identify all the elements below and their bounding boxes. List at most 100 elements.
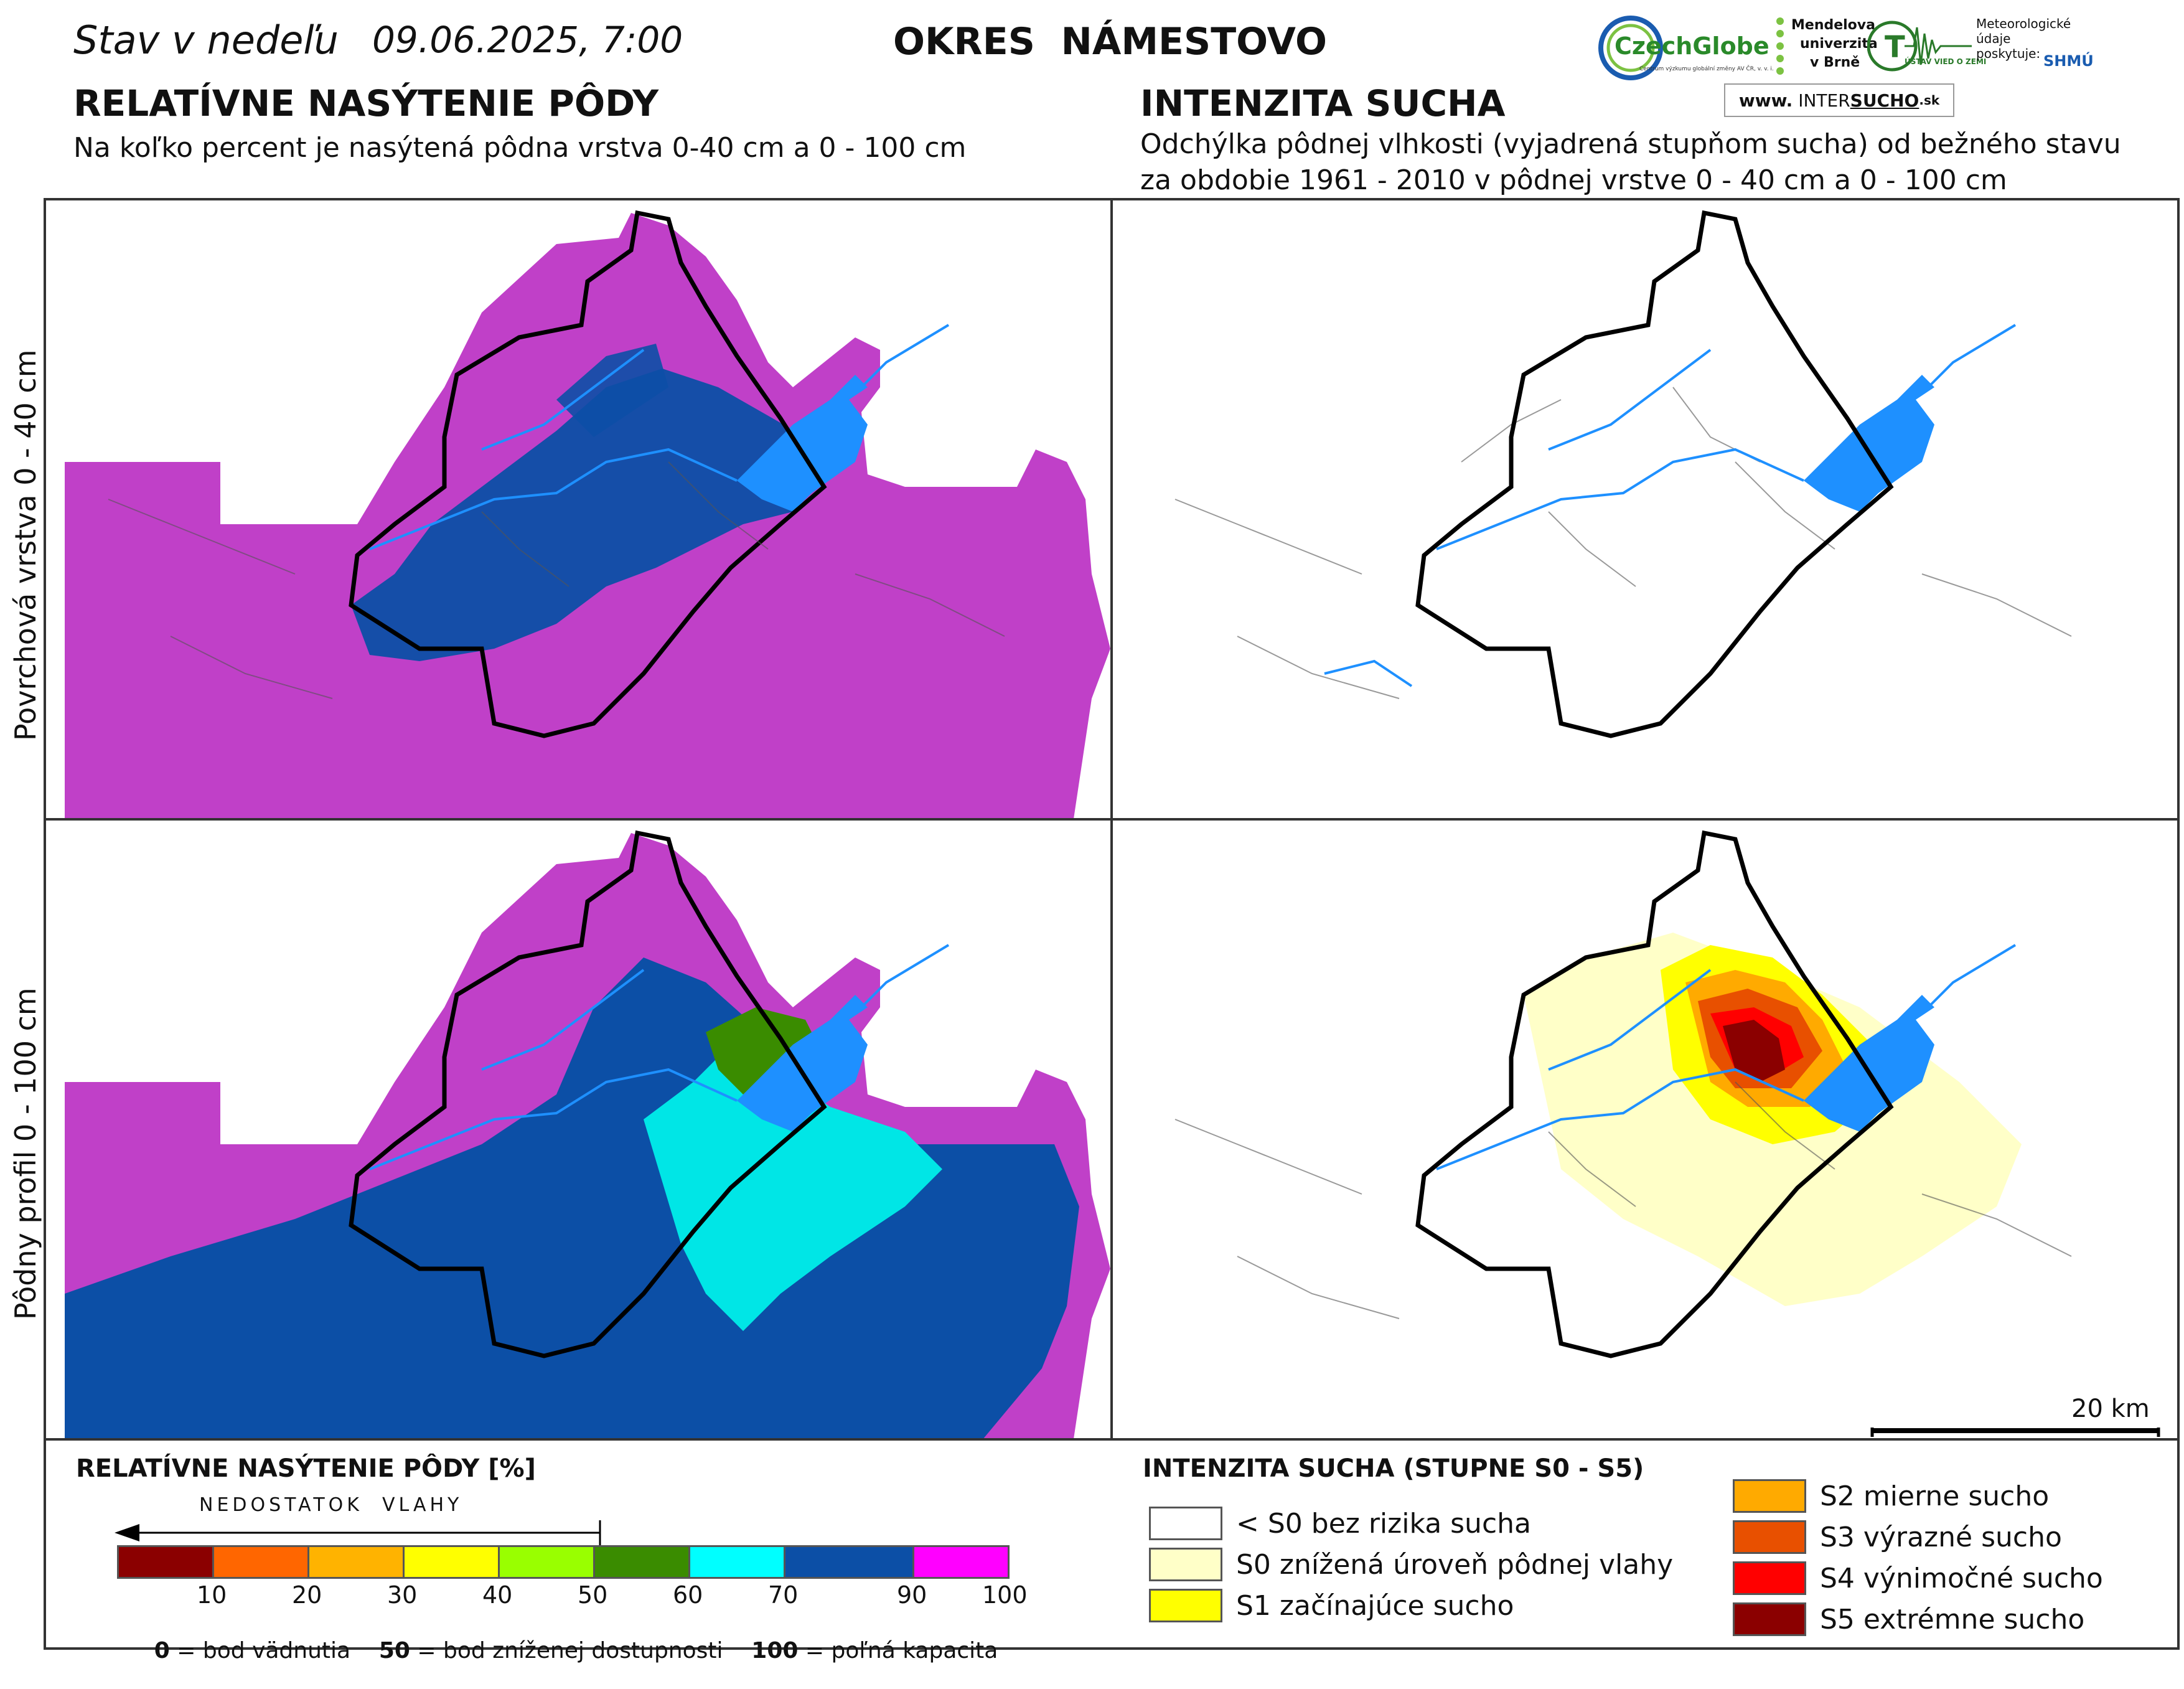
intersucho-logo: www. INTER SUCHO .sk	[1724, 83, 1954, 117]
municipal-borders	[108, 461, 1005, 699]
legend-label-s0: S0 znížená úroveň pôdnej vlahy	[1236, 1549, 1674, 1581]
czechglobe-logo-icon	[1598, 16, 1663, 80]
reservoir	[737, 375, 868, 512]
legend-swatch-90-100	[912, 1545, 1010, 1579]
legend-tick: 70	[768, 1581, 799, 1609]
legend-item-s1: S1 začínajúce sucho	[1149, 1589, 1709, 1625]
blue-patch	[351, 369, 818, 661]
map-drought-0-100: 20 km	[1110, 818, 2180, 1441]
reservoir	[737, 995, 868, 1132]
legend-tick: 30	[387, 1581, 418, 1609]
left-title: RELATÍVNE NASÝTENIE PÔDY	[73, 82, 659, 125]
legend-swatch-none	[1149, 1507, 1222, 1540]
district-title: OKRES NÁMESTOVO	[893, 20, 1327, 64]
intersucho-sucho: SUCHO	[1850, 90, 1919, 111]
legend-arrow	[115, 1520, 601, 1545]
note-100-value: 100	[751, 1638, 799, 1663]
uvoz-text: ÚSTAV VIED O ZEMI	[1905, 57, 1987, 66]
legend-item-none: < S0 bez rizika sucha	[1149, 1507, 1709, 1543]
legend-swatch-20-30	[307, 1545, 405, 1579]
map-drought-0-100-svg	[1174, 830, 2160, 1437]
map-drought-0-40-svg	[1174, 210, 2072, 738]
legend-swatch-s3	[1733, 1520, 1806, 1554]
scale-bar-label: 20 km	[2071, 1395, 2150, 1423]
left-subtitle: Na koľko percent je nasýtená pôdna vrstv…	[73, 132, 967, 164]
state-label: Stav v nedeľu	[73, 17, 339, 63]
legend-swatch-10-20	[212, 1545, 309, 1579]
right-subtitle-2: za obdobie 1961 - 2010 v pôdnej vrstve 0…	[1140, 164, 2007, 196]
reservoir	[1804, 375, 1934, 512]
czechglobe-logo: CzechGlobe Centrum výzkumu globální změn…	[1593, 14, 1774, 82]
municipal-borders	[1174, 1081, 2072, 1319]
district-border	[1415, 210, 1894, 738]
mendel-dots-icon	[1776, 17, 1784, 75]
district-border	[1415, 830, 1894, 1358]
shmu-logo: SHMÚ	[2043, 52, 2094, 70]
mendel-line3: v Brně	[1810, 55, 1860, 70]
meteo-line2: údaje	[1976, 31, 2011, 46]
mendel-logo: Mendelova univerzita v Brně	[1773, 14, 1878, 82]
legend-tick: 50	[578, 1581, 608, 1609]
legend-left-note: 0 = bod vädnutia 50 = bod zníženej dostu…	[126, 1612, 998, 1689]
map-saturation-0-100	[44, 818, 1113, 1441]
legend-label-s3: S3 výrazné sucho	[1820, 1522, 2062, 1553]
river	[1324, 324, 2017, 687]
municipal-borders	[1174, 387, 2072, 699]
legend-swatch-0-10	[117, 1545, 214, 1579]
legend-swatch-s0	[1149, 1548, 1222, 1581]
legend-swatch-50-60	[593, 1545, 690, 1579]
legend-swatch-s4	[1733, 1561, 1806, 1595]
mendel-line2: univerzita	[1800, 36, 1878, 52]
legend-label-s5: S5 extrémne sucho	[1820, 1604, 2085, 1635]
legend-ticks: 10 20 30 40 50 60 70 90 100	[117, 1581, 1038, 1612]
legend-tick: 40	[482, 1581, 513, 1609]
meteo-line3: poskytuje:	[1976, 46, 2041, 61]
note-50-value: 50	[378, 1638, 410, 1663]
legend-tick: 20	[292, 1581, 322, 1609]
intersucho-www: www.	[1738, 90, 1793, 111]
river	[1436, 944, 2017, 1170]
legend-label-none: < S0 bez rizika sucha	[1236, 1508, 1531, 1540]
legend-item-s3: S3 výrazné sucho	[1733, 1520, 2168, 1556]
legend-item-s4: S4 výnimočné sucho	[1733, 1561, 2168, 1597]
intersucho-inter: INTER	[1798, 90, 1850, 111]
uvoz-logo-icon: T	[1867, 21, 1972, 72]
note-gap	[723, 1638, 752, 1663]
legend-tick: 60	[673, 1581, 703, 1609]
scale-bar	[1870, 1428, 2160, 1437]
intersucho-sk: .sk	[1919, 93, 1940, 108]
map-saturation-0-40-svg	[65, 210, 1110, 818]
note-50-text: = bod zníženej dostupnosti	[410, 1638, 723, 1663]
intersucho-gap	[1793, 90, 1798, 111]
legend-swatch-40-50	[498, 1545, 595, 1579]
mendel-line1: Mendelova	[1791, 17, 1875, 33]
legend-tick: 100	[982, 1581, 1028, 1609]
legend-swatch-60-70	[688, 1545, 785, 1579]
river	[369, 944, 950, 1170]
river	[369, 324, 950, 550]
datetime: 09.06.2025, 7:00	[372, 19, 683, 61]
s5-patch	[1723, 1020, 1785, 1082]
meteo-credit: Meteorologické údaje poskytuje: SHMÚ	[1976, 16, 2094, 85]
czechglobe-sub: Centrum výzkumu globální změny AV ČR, v.…	[1639, 66, 1774, 72]
map-drought-0-40	[1110, 198, 2180, 821]
legend-item-s0: S0 znížená úroveň pôdnej vlahy	[1149, 1548, 1709, 1584]
legend-swatch-s2	[1733, 1479, 1806, 1513]
note-100-text: = poľná kapacita	[798, 1638, 998, 1663]
legend-swatch-s1	[1149, 1589, 1222, 1622]
legend-area: RELATÍVNE NASÝTENIE PÔDY [%] NEDOSTATOK …	[44, 1438, 2180, 1663]
czechglobe-name: CzechGlobe	[1615, 32, 1769, 60]
district-border	[349, 830, 827, 1358]
legend-swatch-30-40	[403, 1545, 500, 1579]
legend-swatch-s5	[1733, 1602, 1806, 1636]
legend-colorbar	[117, 1545, 1013, 1579]
row-label-top: Povrchová vrstva 0 - 40 cm	[9, 349, 42, 741]
row-label-bottom: Pôdny profil 0 - 100 cm	[9, 987, 42, 1320]
legend-label-s4: S4 výnimočné sucho	[1820, 1563, 2103, 1594]
blue-patch	[65, 957, 1079, 1438]
map-saturation-0-40	[44, 198, 1113, 821]
legend-swatch-70-90	[784, 1545, 914, 1579]
note-0-value: 0	[154, 1638, 170, 1663]
uvoz-logo: T ÚSTAV VIED O ZEMI	[1867, 15, 1986, 77]
note-0-text: = bod vädnutia	[169, 1638, 351, 1663]
